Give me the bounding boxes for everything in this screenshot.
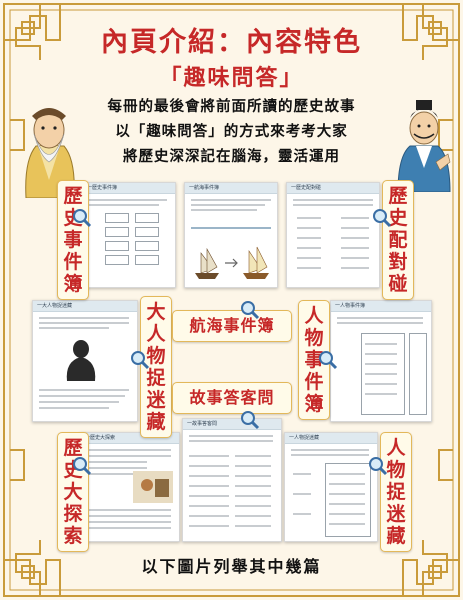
magnifier-icon [241, 411, 260, 430]
magnifier-icon [241, 301, 260, 320]
magnifier-icon [373, 209, 392, 228]
card-header: 一故事答客問 [183, 419, 281, 430]
scene-illustration [133, 471, 173, 503]
card-header: 一人物事件簿 [331, 301, 431, 312]
card-header: 一大人物捉迷藏 [33, 301, 137, 312]
intro-line-1: 每冊的最後會將前面所讀的歷史故事 [107, 99, 356, 115]
preview-card-figure-hide-2: 一人物捉迷藏 [284, 432, 378, 542]
card-header: 一人物捉迷藏 [285, 433, 377, 444]
preview-card-people-events: 一人物事件簿 [330, 300, 432, 422]
magnifier-icon [73, 209, 92, 228]
ships-illustration [195, 246, 269, 279]
label-story-qa: 故事答客問 [172, 382, 292, 414]
silhouette-illustration [66, 340, 96, 381]
card-header: 一歷史配對碰 [287, 183, 379, 194]
magnifier-icon [319, 351, 338, 370]
label-figure-hide-2: 人物捉迷藏 [380, 432, 412, 552]
preview-card-voyage: 一航海事件簿 [184, 182, 278, 288]
preview-card-story-qa: 一故事答客問 [182, 418, 282, 542]
preview-card-history-explore: 一歷史大探索 [80, 432, 180, 542]
card-header: 一航海事件簿 [185, 183, 277, 194]
magnifier-icon [73, 457, 92, 476]
label-history-explore: 歷史大探索 [57, 432, 89, 552]
label-figure-hide: 大人物捉迷藏 [140, 296, 172, 438]
preview-card-figure-hide: 一大人物捉迷藏 [32, 300, 138, 422]
card-header: 一歷史事件簿 [83, 183, 175, 194]
label-history-match: 歷史配對碰 [382, 180, 414, 300]
footer-caption: 以下圖片列舉其中幾篇 [141, 557, 322, 576]
intro-line-3: 將歷史深深記在腦海，靈活運用 [123, 149, 340, 165]
magnifier-icon [369, 457, 388, 476]
card-header: 一歷史大探索 [81, 433, 179, 444]
page-subtitle: 「趣味問答」 [159, 66, 304, 91]
preview-card-history-match: 一歷史配對碰 [286, 182, 380, 288]
preview-card-history-events: 一歷史事件簿 [82, 182, 176, 288]
scholar-illustration-right [397, 100, 451, 192]
page-title: 內頁介紹：內容特色 [101, 27, 362, 58]
label-history-events: 歷史事件簿 [57, 180, 89, 300]
magnifier-icon [131, 351, 150, 370]
label-people-events: 人物事件簿 [298, 300, 330, 420]
label-voyage: 航海事件簿 [172, 310, 292, 342]
intro-line-2: 以「趣味問答」的方式來考考大家 [115, 124, 348, 140]
